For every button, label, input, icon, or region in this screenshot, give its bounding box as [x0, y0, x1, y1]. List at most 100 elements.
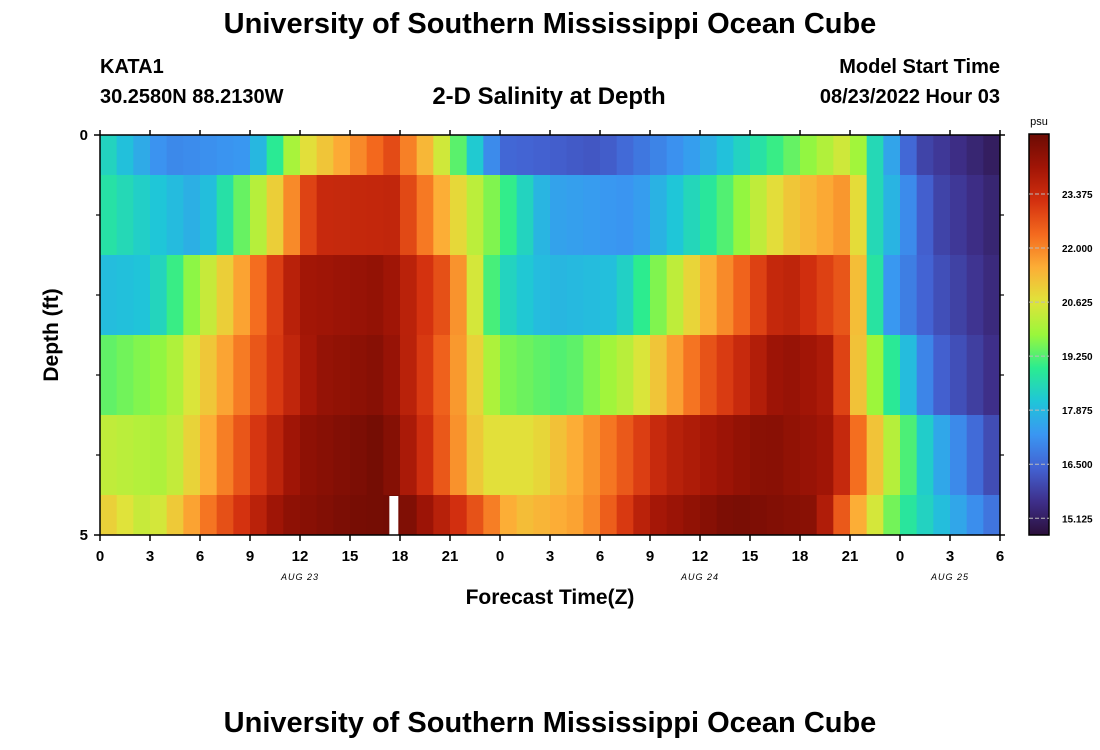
heatmap-cell [466, 255, 484, 335]
heatmap-cell [866, 175, 884, 255]
heatmap-cell [783, 135, 801, 175]
colorbar-tick-label: 19.250 [1062, 352, 1093, 363]
heatmap-cell [800, 495, 818, 535]
model-start-label: Model Start Time [839, 56, 1000, 78]
heatmap-cell [650, 255, 668, 335]
heatmap-cell [300, 415, 318, 495]
heatmap-cell [166, 175, 184, 255]
heatmap-cell [933, 335, 951, 415]
heatmap-cell [250, 135, 268, 175]
y-tick-label: 0 [80, 127, 88, 144]
heatmap-cell [733, 175, 751, 255]
heatmap-cell [616, 255, 634, 335]
heatmap-cell [933, 415, 951, 495]
x-tick-label: 12 [292, 548, 309, 565]
heatmap-cell [650, 135, 668, 175]
heatmap-cell [766, 255, 784, 335]
heatmap-cell [883, 415, 901, 495]
heatmap-cell [433, 135, 451, 175]
heatmap-cell [866, 255, 884, 335]
heatmap-cell [816, 415, 834, 495]
heatmap-cell [516, 415, 534, 495]
heatmap-cell [366, 335, 384, 415]
heatmap-cell [900, 135, 918, 175]
heatmap-cell [566, 495, 584, 535]
heatmap-cell [150, 415, 168, 495]
heatmap-cell [950, 495, 968, 535]
heatmap-cell [316, 175, 334, 255]
heatmap-cell [616, 335, 634, 415]
heatmap-cell [350, 415, 368, 495]
heatmap-cell [566, 175, 584, 255]
heatmap-cell [766, 415, 784, 495]
salinity-depth-chart: 0 3 6 9 12 15 18 21 0 3 6 9 12 15 18 21 0 3 6 AUG 23 AUG 24 A… [40, 116, 1093, 609]
heatmap-cell [833, 135, 851, 175]
heatmap-cell [533, 335, 551, 415]
colorbar-tick-label: 23.375 [1062, 190, 1093, 201]
heatmap-cell [133, 135, 151, 175]
heatmap-cell [666, 335, 684, 415]
heatmap-cell [850, 135, 868, 175]
heatmap-cell [350, 335, 368, 415]
heatmap-cell [666, 255, 684, 335]
heatmap-cell [866, 415, 884, 495]
heatmap-cell [333, 335, 351, 415]
heatmap-cell [783, 335, 801, 415]
heatmap-cell [600, 495, 618, 535]
heatmap-cell [983, 135, 1001, 175]
heatmap-cell [600, 415, 618, 495]
heatmap-cell [533, 415, 551, 495]
heatmap-cell [166, 415, 184, 495]
heatmap-cell [950, 175, 968, 255]
heatmap-cell [283, 175, 301, 255]
heatmap-cell [683, 495, 701, 535]
x-tick-label: 6 [196, 548, 204, 565]
x-tick-label: 9 [646, 548, 654, 565]
heatmap-cell [950, 255, 968, 335]
heatmap-cell [316, 135, 334, 175]
heatmap-cell [600, 335, 618, 415]
heatmap-cell [150, 255, 168, 335]
heatmap-cell [750, 495, 768, 535]
heatmap-cell [383, 175, 401, 255]
chart-title: 2-D Salinity at Depth [432, 83, 666, 110]
heatmap-cell [233, 135, 251, 175]
heatmap-cell [316, 495, 334, 535]
heatmap-cell [900, 495, 918, 535]
heatmap-cell [300, 255, 318, 335]
heatmap-cell [833, 175, 851, 255]
heatmap-cell [916, 135, 934, 175]
heatmap-cell [483, 175, 501, 255]
heatmap-cell [333, 415, 351, 495]
heatmap-cell [366, 415, 384, 495]
heatmap-cell [300, 335, 318, 415]
heatmap-cell [966, 175, 984, 255]
heatmap-cell [466, 135, 484, 175]
heatmap-cell [933, 135, 951, 175]
heatmap-cell [266, 255, 284, 335]
heatmap-cell [766, 135, 784, 175]
date-label: AUG 23 [280, 572, 319, 582]
heatmap-cell [383, 255, 401, 335]
x-tick-label: 18 [392, 548, 409, 565]
heatmap-cell [233, 335, 251, 415]
heatmap-cell [433, 415, 451, 495]
y-axis-label: Depth (ft) [40, 288, 63, 381]
heatmap-cell [583, 255, 601, 335]
heatmap-cell [733, 255, 751, 335]
heatmap-cell [383, 135, 401, 175]
heatmap-cell [750, 135, 768, 175]
heatmap-cell [583, 135, 601, 175]
heatmap-cell [333, 255, 351, 335]
colorbar-tick-label: 20.625 [1062, 298, 1093, 309]
heatmap-cell [533, 175, 551, 255]
heatmap-cell [116, 415, 134, 495]
x-tick-label: 6 [596, 548, 604, 565]
heatmap-cell [766, 335, 784, 415]
heatmap-cell [550, 495, 568, 535]
heatmap-cell [283, 495, 301, 535]
heatmap-cell [800, 335, 818, 415]
heatmap-cell [183, 415, 201, 495]
heatmap-cell [616, 135, 634, 175]
heatmap-cell [100, 175, 118, 255]
